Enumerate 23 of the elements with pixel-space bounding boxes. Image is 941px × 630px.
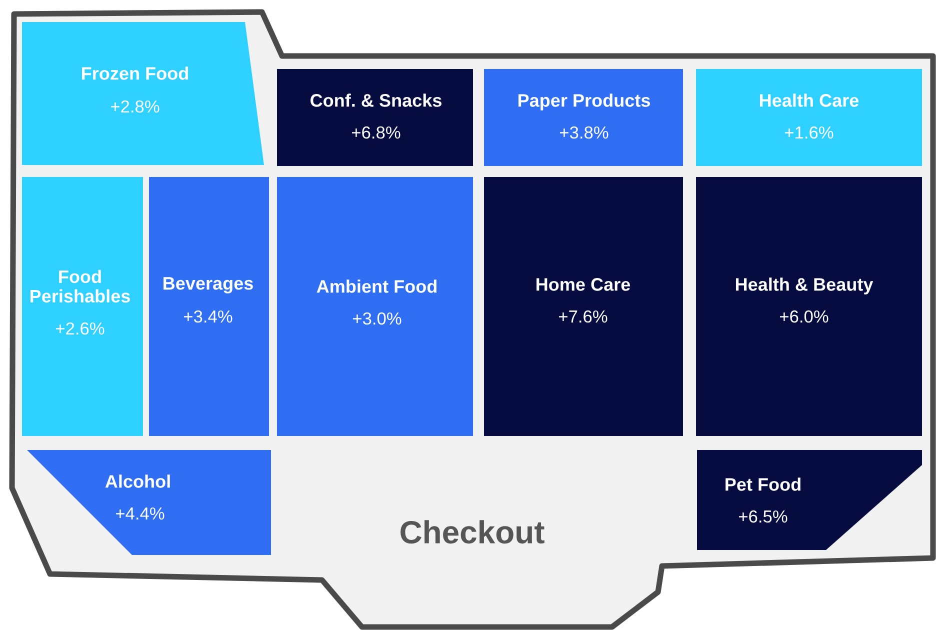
data-label: +7.6% [558,310,608,323]
data-label: +3.0% [352,312,402,325]
category-label: Pet Food [726,478,800,491]
category-label: Conf. & Snacks [310,94,442,107]
category-label: Health Care [760,94,859,107]
data-label: +3.4% [184,310,232,323]
data-label: +6.5% [738,510,788,523]
category-label: Health & Beauty [736,278,874,294]
data-label: +2.8% [110,100,160,113]
text: Checkout [400,520,544,544]
data-label: +6.8% [352,126,400,139]
data-label: +4.4% [116,507,164,520]
category-label: Home Care [536,278,630,291]
data-label: +3.8% [560,126,608,139]
category-label: Alcohol [105,474,170,488]
category-label: Ambient Food [316,280,436,293]
category-label: Frozen Food [82,66,188,80]
data-label: +1.6% [784,126,834,139]
category-label: Paper Products [518,94,650,110]
data-label: +2.6% [56,322,104,335]
data-label: +6.0% [780,310,828,323]
category-label: Beverages [164,277,253,294]
category-label: Food Perishables [30,270,130,303]
